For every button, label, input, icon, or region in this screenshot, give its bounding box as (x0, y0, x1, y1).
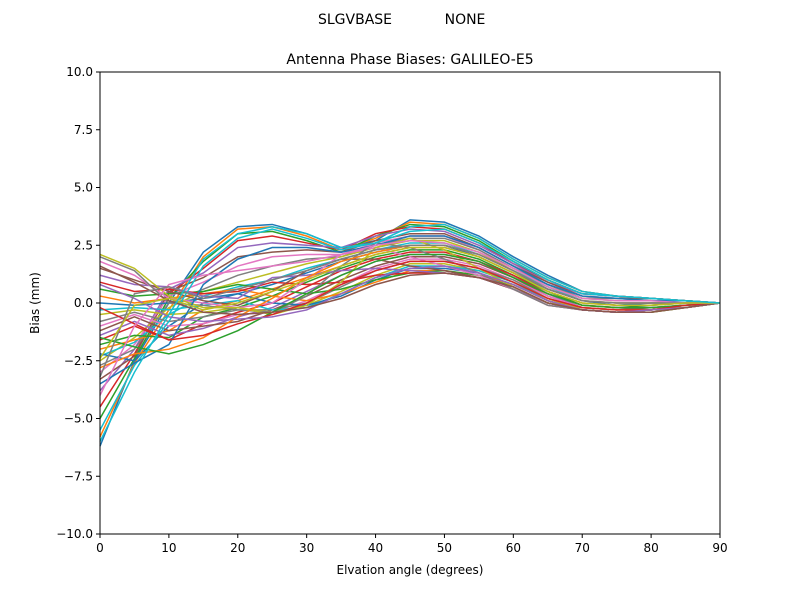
y-tick-label: −2.5 (64, 354, 93, 368)
series-line-s38 (99, 244, 720, 378)
chart-title: Antenna Phase Biases: GALILEO-E5 (286, 52, 533, 68)
x-tick-label: 30 (299, 541, 314, 555)
series-line-s39 (99, 246, 720, 359)
suptitle-right: NONE (445, 12, 486, 28)
y-tick-label: 7.5 (74, 123, 93, 137)
series-line-s36 (99, 265, 721, 316)
y-axis-label: Bias (mm) (28, 272, 42, 334)
y-tick-label: −7.5 (64, 469, 93, 483)
axes-frame (99, 71, 721, 535)
y-tick-label: 5.0 (74, 181, 93, 195)
x-tick-label: 60 (506, 541, 521, 555)
x-tick-label: 40 (368, 541, 383, 555)
x-tick-label: 50 (437, 541, 452, 555)
x-tick-label: 90 (712, 541, 727, 555)
series-line-s40 (99, 223, 721, 442)
x-axis-label: Elvation angle (degrees) (337, 563, 484, 577)
y-tick-label: −10.0 (56, 527, 93, 541)
suptitle-left: SLGVBASE (318, 12, 392, 28)
x-tick-label: 10 (161, 541, 176, 555)
y-tick-label: −5.0 (64, 412, 93, 426)
series-line-s31 (99, 235, 721, 385)
y-tick-label: 10.0 (66, 65, 93, 79)
x-tick-label: 70 (575, 541, 590, 555)
series-line-s37 (99, 239, 720, 396)
tick-layer: 0 10 20 30 40 50 60 70 80 90 −10.0 −7.5 −5.0 −2.5 0.0 2… (56, 65, 727, 555)
x-tick-label: 20 (230, 541, 245, 555)
y-tick-label: 0.0 (74, 296, 93, 310)
x-tick-label: 0 (96, 541, 104, 555)
y-tick-label: 2.5 (74, 238, 93, 252)
series-line-s33 (99, 253, 721, 355)
series-line-s34 (99, 260, 721, 341)
x-tick-label: 80 (643, 541, 658, 555)
series-layer (99, 219, 721, 447)
